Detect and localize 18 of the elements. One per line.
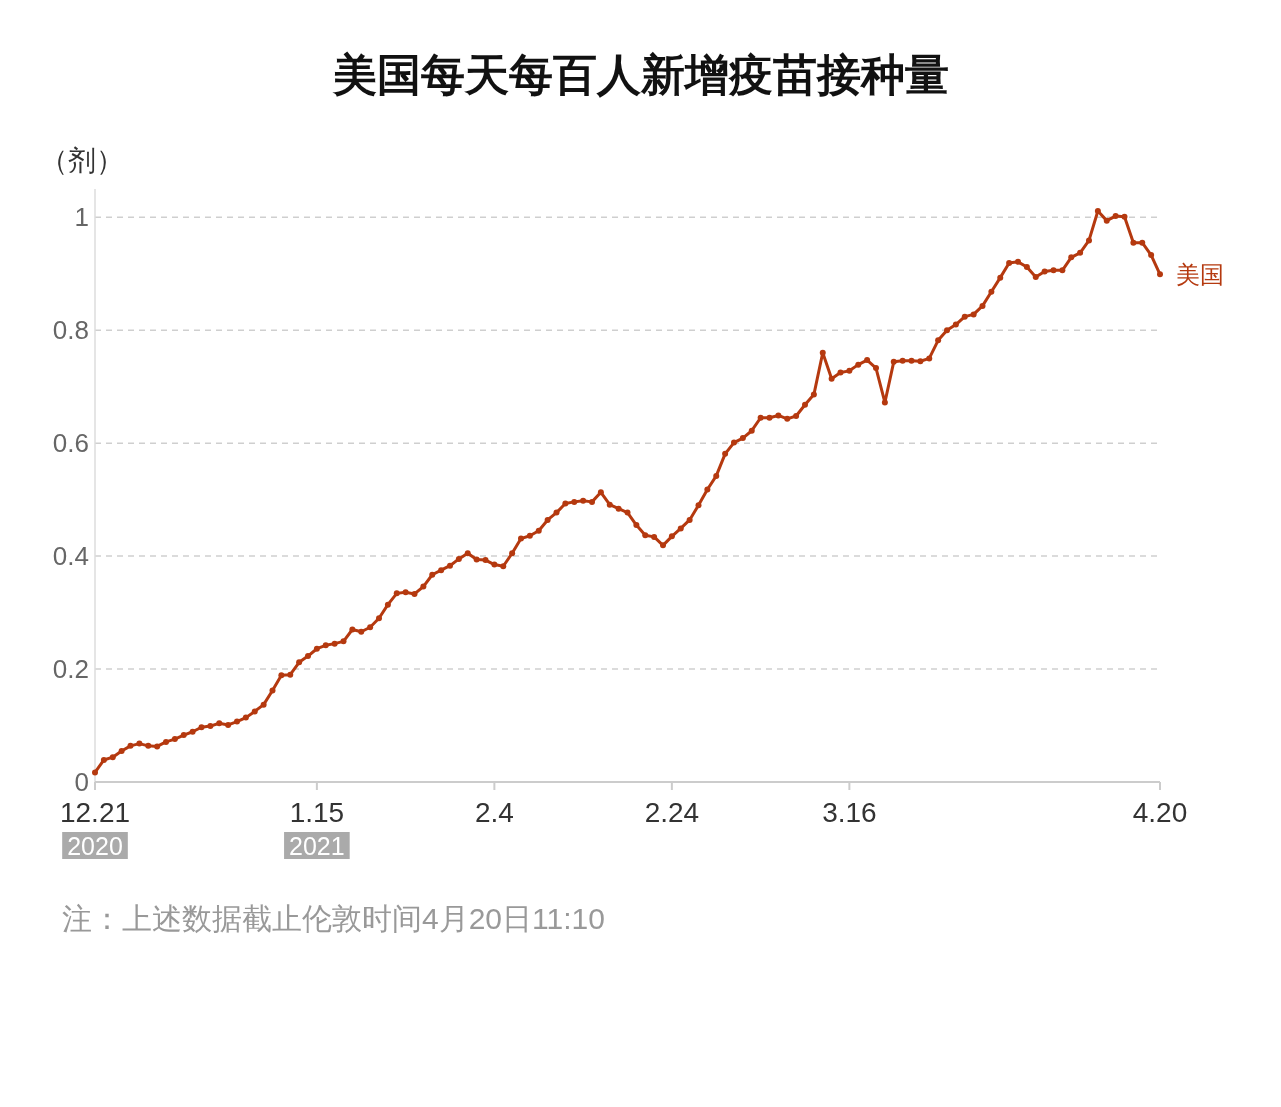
title: 美国每天每百人新增疫苗接种量 [332, 50, 949, 99]
xtick-label: 12.21 [59, 796, 131, 828]
xtick-label: 2.24 [644, 796, 700, 828]
xtick-year: 2020 [62, 832, 128, 860]
ytick-label: 0.8 [52, 315, 89, 346]
xtick-label: 2.4 [474, 796, 514, 828]
xtick-label: 3.16 [822, 796, 877, 828]
ytick-label: 0.2 [52, 654, 89, 685]
xtick-label: 1.15 [289, 796, 345, 828]
ytick-label: 1 [74, 202, 89, 233]
ylabel: （剂） [40, 145, 124, 176]
ytick-label: 0 [74, 767, 89, 797]
ytick-label: 0.6 [52, 428, 89, 459]
series-name: 美国 [1176, 260, 1224, 288]
ytick-label: 0.4 [52, 541, 89, 572]
note: 注：上述数据截止伦敦时间4月20日11:10 [62, 901, 605, 935]
xtick-label: 4.20 [1132, 796, 1188, 828]
xtick-year: 2021 [284, 832, 350, 860]
